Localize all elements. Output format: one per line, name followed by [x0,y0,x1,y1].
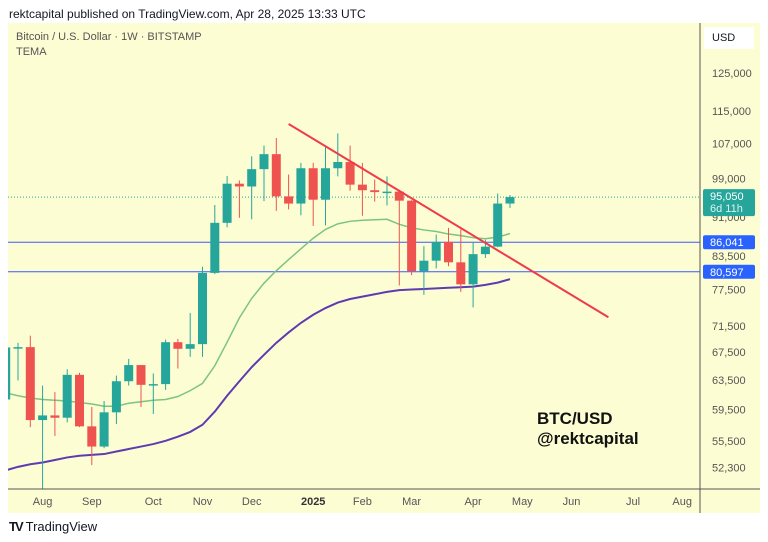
last-price-text: 95,050 [710,191,744,203]
time-tick-label: Jun [563,496,581,508]
level-price-text: 86,041 [710,237,744,249]
candle-body [370,190,380,193]
time-tick-label: Oct [145,496,162,508]
candle-body [234,183,244,187]
candle-body [62,374,72,418]
candle-body [431,241,441,261]
candle-body [444,241,453,263]
currency-button[interactable]: USD [704,27,754,49]
candle-body [111,381,121,413]
time-tick-label: Feb [353,496,372,508]
candle-body [198,272,207,345]
candle-body [136,365,146,385]
plot-group [8,123,700,489]
time-tick-label: Jul [626,496,640,508]
time-tick-label: Apr [465,496,482,508]
price-tick-label: 55,500 [712,436,746,448]
candle-body [222,183,232,223]
candle-body [333,162,343,169]
candle-body [480,246,490,255]
time-tick-label: Aug [672,496,692,508]
price-tick-label: 52,300 [712,463,746,475]
chart-area[interactable] [8,23,760,513]
tradingview-logo-icon: TV [9,519,24,534]
candle-body [382,191,392,194]
candle-body [87,426,97,447]
candle-body [75,374,84,427]
candle-body [50,415,60,418]
price-tick-label: 67,500 [712,347,746,359]
time-tick-label: Dec [242,496,262,508]
candle-body [407,200,417,272]
time-tick-label: May [512,496,533,508]
candle-body [25,347,35,421]
candle-body [161,342,171,385]
last-price-label [703,189,755,217]
price-tick-label: 99,000 [712,174,746,186]
price-tick-label: 107,000 [712,138,752,150]
level-price-label [703,264,755,279]
level-price-label [703,235,755,250]
candle-body [38,415,48,421]
candle-body [419,260,429,272]
indicator-legend[interactable]: TEMA [16,46,47,58]
candle-body [271,154,281,197]
countdown-text: 6d 11h [710,203,743,215]
trendline [288,123,609,319]
candle-body [247,169,257,187]
candle-body [505,197,515,204]
candle-body [493,203,503,247]
time-tick-label: Nov [193,496,213,508]
candle-body [124,365,134,382]
symbol-legend[interactable]: Bitcoin / U.S. Dollar · 1W · BITSTAMP [16,31,202,43]
candle-body [296,168,306,204]
candle-body [284,196,294,204]
candle-body [173,342,183,349]
time-tick-label: Aug [33,496,53,508]
price-tick-label: 59,500 [712,404,746,416]
candle-body [345,162,355,185]
candle-body [8,347,11,400]
candle-body [456,262,466,285]
price-tick-label: 125,000 [712,68,752,80]
price-tick-label: 63,500 [712,375,746,387]
time-tick-label: Sep [82,496,102,508]
level-price-text: 80,597 [710,267,744,279]
candle-body [394,191,404,201]
time-tick-label: Mar [402,496,421,508]
annotation-text: @rektcapital [537,429,639,448]
brand-label: TradingView [25,519,98,534]
candle-body [185,344,195,349]
price-tick-label: 115,000 [712,106,751,118]
ma-slow-line [8,278,511,471]
candle-body [148,384,158,386]
ma-fast-line [8,218,511,407]
candle-body [321,168,330,200]
candle-body [13,347,23,349]
tradingview-brand[interactable]: TV TradingView [9,519,97,534]
candle-body [210,222,220,273]
price-tick-label: 77,500 [712,285,746,297]
candle-body [308,168,318,200]
price-tick-label: 71,500 [712,321,746,333]
time-tick-label: 2025 [301,496,325,508]
price-tick-label: 83,500 [712,251,746,263]
publish-info: rektcapital published on TradingView.com… [9,7,366,21]
candle-body [99,412,109,447]
annotation-text: BTC/USD [537,409,613,428]
candle-body [259,154,269,170]
candle-body [468,254,478,285]
candle-body [357,184,367,191]
